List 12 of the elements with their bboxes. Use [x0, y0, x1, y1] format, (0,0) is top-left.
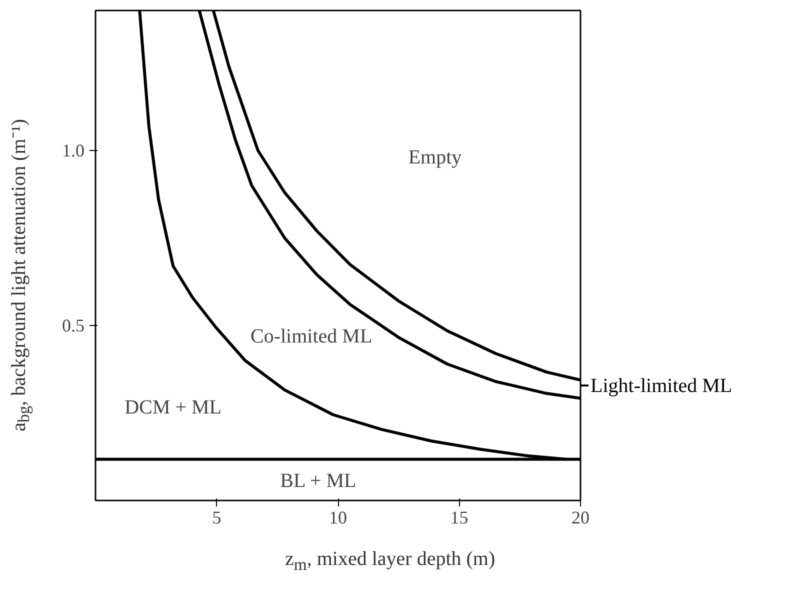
annotation: BL + ML	[280, 470, 356, 492]
x-tick-label: 20	[572, 508, 590, 528]
x-tick-label: 5	[212, 508, 222, 528]
x-tick-label: 15	[450, 508, 468, 528]
annotation: DCM + ML	[124, 396, 222, 418]
x-tick-label: 10	[329, 508, 347, 528]
y-tick-label: 0.5	[62, 316, 84, 336]
annotation: Empty	[408, 146, 462, 168]
text: Light-limited ML	[590, 374, 732, 397]
y-tick-label: 1.0	[62, 140, 84, 160]
x-axis-title: z$_{m}$, mixed layer depth (m)	[284, 547, 496, 576]
annotation: Co-limited ML	[250, 325, 372, 348]
